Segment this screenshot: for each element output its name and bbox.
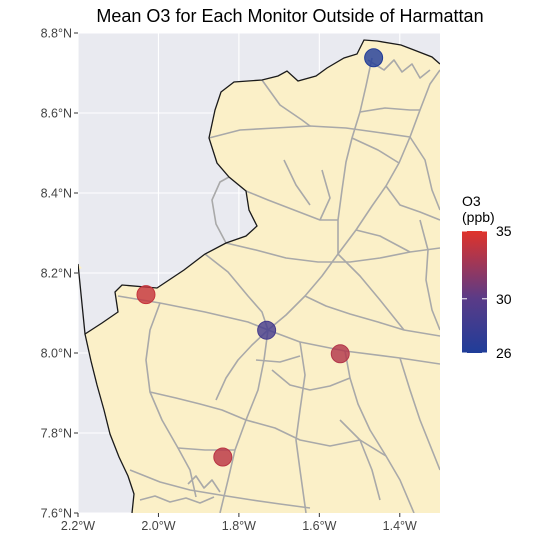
monitor-point-4: [213, 447, 233, 467]
legend-label-2: 26: [496, 345, 512, 361]
monitor-point-1: [136, 285, 156, 305]
road-network: [117, 57, 440, 513]
coastline-border: [78, 39, 440, 513]
y-tick-label-2: 8.0°N: [41, 347, 72, 361]
y-tick-label-1: 7.8°N: [41, 427, 72, 441]
monitor-point-0: [364, 48, 384, 68]
y-tick-label-3: 8.2°N: [41, 267, 72, 281]
legend-ticks: 35 30 26: [462, 223, 512, 361]
legend-label-1: 30: [496, 291, 512, 307]
o3-legend: O3 (ppb) 35 30 26: [462, 193, 512, 361]
y-tick-label-4: 8.4°N: [41, 187, 72, 201]
monitor-point-2: [257, 320, 277, 340]
legend-title-line2: (ppb): [462, 209, 495, 225]
monitor-points: [136, 48, 384, 467]
x-tick-label-0: 2.2°W: [61, 519, 95, 533]
monitor-point-3: [330, 344, 350, 364]
x-tick-label-4: 1.4°W: [383, 519, 417, 533]
x-tick-label-3: 1.6°W: [302, 519, 336, 533]
land-region: [78, 40, 440, 513]
y-axis: 7.6°N 7.8°N 8.0°N 8.2°N 8.4°N 8.6°N 8.8°N: [41, 27, 78, 521]
map-title: Mean O3 for Each Monitor Outside of Harm…: [96, 6, 484, 26]
legend-title-line1: O3: [462, 193, 481, 209]
legend-label-0: 35: [496, 223, 512, 239]
x-tick-label-2: 1.8°W: [222, 519, 256, 533]
x-axis: 2.2°W 2.0°W 1.8°W 1.6°W 1.4°W: [61, 513, 417, 533]
y-tick-label-0: 7.6°N: [41, 507, 72, 521]
legend-colorbar: [462, 231, 487, 353]
y-tick-label-6: 8.8°N: [41, 27, 72, 41]
y-tick-label-5: 8.6°N: [41, 107, 72, 121]
x-tick-label-1: 2.0°W: [141, 519, 175, 533]
